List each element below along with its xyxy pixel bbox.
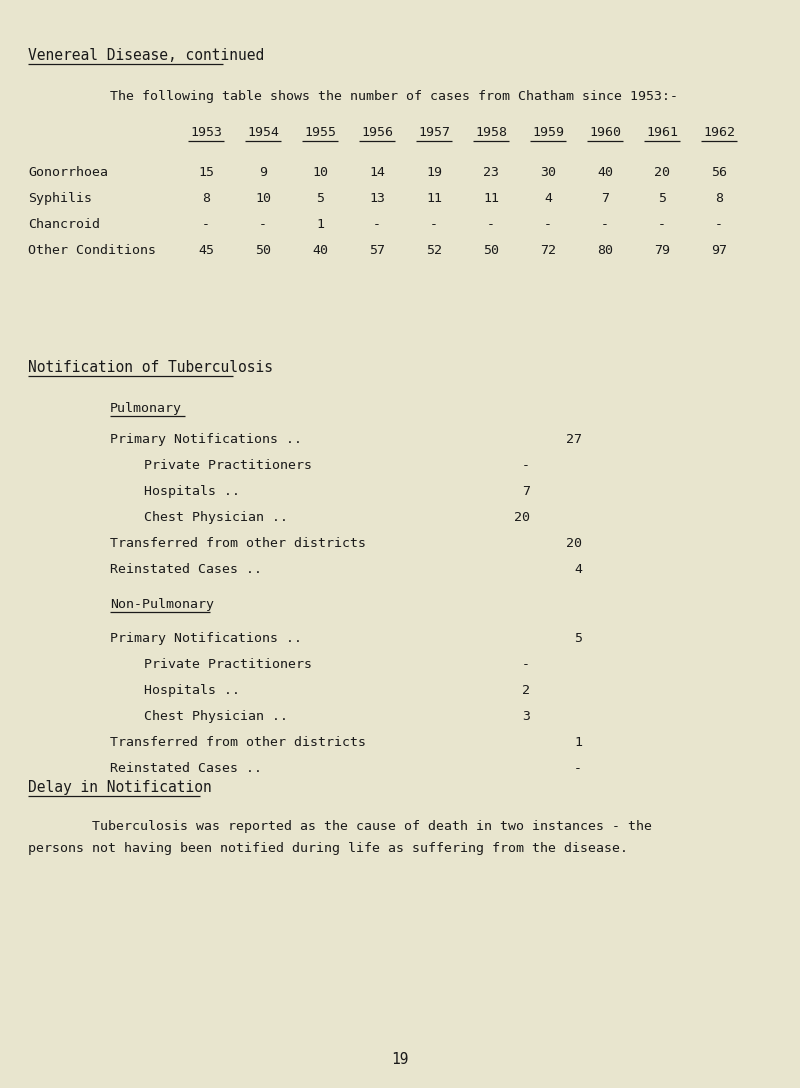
Text: Chest Physician ..: Chest Physician .. [128, 710, 288, 724]
Text: 5: 5 [316, 191, 324, 205]
Text: Chancroid: Chancroid [28, 218, 100, 231]
Text: 19: 19 [426, 166, 442, 180]
Text: 45: 45 [198, 244, 214, 257]
Text: Pulmonary: Pulmonary [110, 401, 182, 415]
Text: 8: 8 [202, 191, 210, 205]
Text: -: - [487, 218, 495, 231]
Text: 19: 19 [391, 1052, 409, 1067]
Text: 1955: 1955 [304, 126, 336, 139]
Text: Venereal Disease, continued: Venereal Disease, continued [28, 48, 264, 63]
Text: Syphilis: Syphilis [28, 191, 92, 205]
Text: -: - [601, 218, 609, 231]
Text: 1954: 1954 [247, 126, 279, 139]
Text: Non-Pulmonary: Non-Pulmonary [110, 598, 214, 611]
Text: -: - [202, 218, 210, 231]
Text: 23: 23 [483, 166, 499, 180]
Text: 4: 4 [574, 562, 582, 576]
Text: Tuberculosis was reported as the cause of death in two instances - the: Tuberculosis was reported as the cause o… [28, 820, 652, 833]
Text: 1958: 1958 [475, 126, 507, 139]
Text: 10: 10 [312, 166, 328, 180]
Text: 5: 5 [658, 191, 666, 205]
Text: Private Practitioners: Private Practitioners [128, 459, 312, 472]
Text: 5: 5 [574, 632, 582, 645]
Text: 56: 56 [711, 166, 727, 180]
Text: Primary Notifications ..: Primary Notifications .. [110, 632, 302, 645]
Text: 40: 40 [312, 244, 328, 257]
Text: 1956: 1956 [361, 126, 393, 139]
Text: 1953: 1953 [190, 126, 222, 139]
Text: 20: 20 [514, 511, 530, 524]
Text: 10: 10 [255, 191, 271, 205]
Text: 80: 80 [597, 244, 613, 257]
Text: 72: 72 [540, 244, 556, 257]
Text: Private Practitioners: Private Practitioners [128, 658, 312, 671]
Text: 27: 27 [566, 433, 582, 446]
Text: 1: 1 [574, 735, 582, 749]
Text: 30: 30 [540, 166, 556, 180]
Text: 40: 40 [597, 166, 613, 180]
Text: 1962: 1962 [703, 126, 735, 139]
Text: -: - [544, 218, 552, 231]
Text: 79: 79 [654, 244, 670, 257]
Text: 57: 57 [369, 244, 385, 257]
Text: The following table shows the number of cases from Chatham since 1953:-: The following table shows the number of … [110, 90, 678, 103]
Text: Hospitals ..: Hospitals .. [128, 485, 240, 498]
Text: Notification of Tuberculosis: Notification of Tuberculosis [28, 360, 273, 375]
Text: 20: 20 [566, 537, 582, 551]
Text: 20: 20 [654, 166, 670, 180]
Text: Reinstated Cases ..: Reinstated Cases .. [110, 762, 262, 775]
Text: 1: 1 [316, 218, 324, 231]
Text: 8: 8 [715, 191, 723, 205]
Text: 97: 97 [711, 244, 727, 257]
Text: 15: 15 [198, 166, 214, 180]
Text: 3: 3 [522, 710, 530, 724]
Text: Primary Notifications ..: Primary Notifications .. [110, 433, 302, 446]
Text: -: - [430, 218, 438, 231]
Text: 7: 7 [522, 485, 530, 498]
Text: 1961: 1961 [646, 126, 678, 139]
Text: -: - [522, 459, 530, 472]
Text: 11: 11 [483, 191, 499, 205]
Text: 13: 13 [369, 191, 385, 205]
Text: -: - [373, 218, 381, 231]
Text: 1957: 1957 [418, 126, 450, 139]
Text: Transferred from other districts: Transferred from other districts [110, 735, 366, 749]
Text: 7: 7 [601, 191, 609, 205]
Text: 2: 2 [522, 684, 530, 697]
Text: 14: 14 [369, 166, 385, 180]
Text: Gonorrhoea: Gonorrhoea [28, 166, 108, 180]
Text: Reinstated Cases ..: Reinstated Cases .. [110, 562, 262, 576]
Text: 1960: 1960 [589, 126, 621, 139]
Text: 11: 11 [426, 191, 442, 205]
Text: persons not having been notified during life as suffering from the disease.: persons not having been notified during … [28, 842, 628, 855]
Text: Other Conditions: Other Conditions [28, 244, 156, 257]
Text: -: - [259, 218, 267, 231]
Text: Hospitals ..: Hospitals .. [128, 684, 240, 697]
Text: -: - [574, 762, 582, 775]
Text: 4: 4 [544, 191, 552, 205]
Text: 1959: 1959 [532, 126, 564, 139]
Text: 9: 9 [259, 166, 267, 180]
Text: -: - [715, 218, 723, 231]
Text: -: - [658, 218, 666, 231]
Text: -: - [522, 658, 530, 671]
Text: 50: 50 [255, 244, 271, 257]
Text: Chest Physician ..: Chest Physician .. [128, 511, 288, 524]
Text: Transferred from other districts: Transferred from other districts [110, 537, 366, 551]
Text: 52: 52 [426, 244, 442, 257]
Text: 50: 50 [483, 244, 499, 257]
Text: Delay in Notification: Delay in Notification [28, 780, 212, 795]
